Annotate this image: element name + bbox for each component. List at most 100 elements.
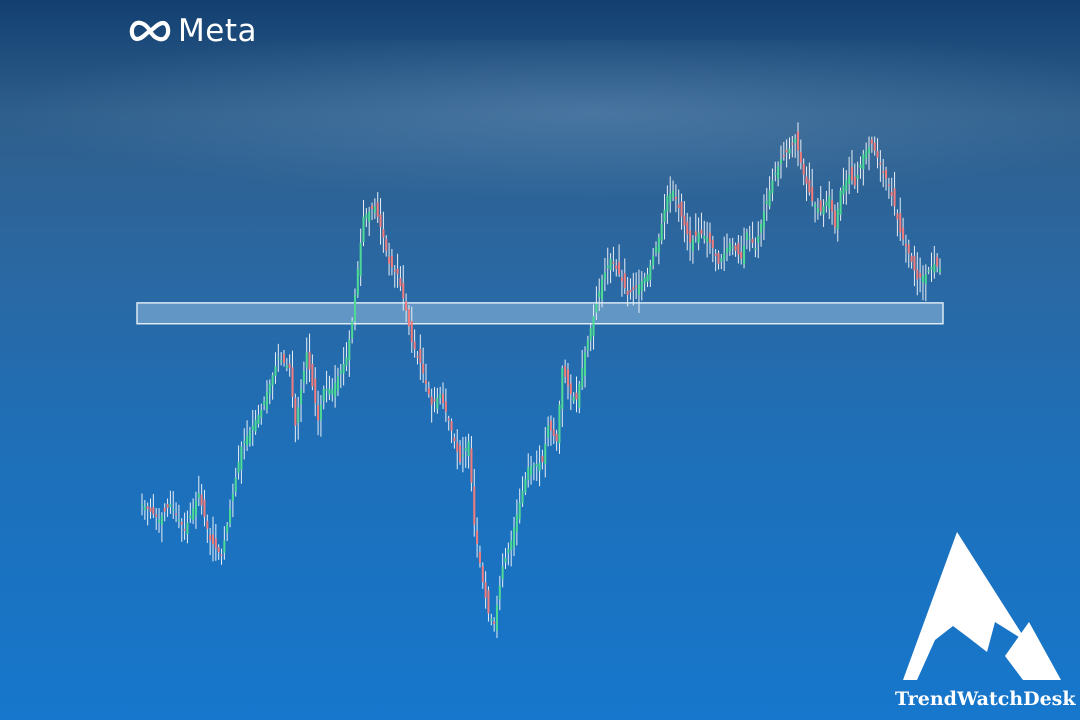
candle-body-up	[774, 173, 777, 175]
candle-body-up	[728, 242, 731, 252]
candle-275	[921, 265, 924, 301]
candle-body-down	[484, 582, 487, 598]
candle-43	[263, 396, 266, 411]
candle-body-down	[796, 131, 800, 151]
candle-167	[615, 259, 618, 277]
candle-body-up	[507, 549, 510, 554]
candle-1	[143, 500, 146, 520]
candle-body-down	[311, 363, 314, 387]
candle-body-up	[336, 376, 339, 391]
candle-31	[229, 499, 232, 528]
candle-79	[365, 208, 368, 228]
candle-body-down	[686, 221, 689, 235]
candle-196	[697, 217, 700, 251]
candle-body-down	[850, 166, 853, 181]
candle-body-down	[717, 253, 720, 264]
mountain-peak-icon	[903, 532, 1061, 680]
candle-body-down	[629, 289, 632, 293]
candle-39	[251, 409, 254, 446]
candle-258	[873, 136, 876, 156]
candle-body-down	[785, 149, 788, 153]
candle-body-down	[149, 507, 152, 512]
candle-body-down	[890, 191, 893, 196]
candle-body-up	[331, 389, 334, 395]
candle-74	[351, 317, 354, 344]
candle-body-down	[853, 176, 856, 186]
candle-body-down	[618, 261, 621, 275]
candle-body-up	[654, 246, 658, 253]
candle-254	[862, 149, 865, 186]
candle-186	[669, 176, 672, 213]
candle-body-down	[552, 429, 555, 436]
candle-body-up	[436, 397, 439, 409]
candle-body-down	[447, 418, 450, 421]
candle-194	[691, 235, 694, 264]
candle-body-down	[376, 202, 379, 217]
candle-65	[325, 370, 328, 403]
zone-layer	[136, 302, 944, 325]
candle-130	[510, 530, 513, 567]
candle-109	[450, 418, 453, 444]
candle-213	[745, 228, 748, 250]
candle-body-down	[416, 355, 419, 358]
candle-203	[717, 250, 720, 270]
candle-98	[419, 334, 422, 380]
candle-body-down	[393, 270, 396, 272]
candle-body-up	[938, 268, 942, 273]
candle-body-up	[524, 479, 527, 493]
candle-248	[845, 170, 848, 205]
candle-body-down	[802, 163, 805, 175]
candle-body-up	[339, 370, 342, 374]
candle-271	[910, 252, 913, 269]
candle-143	[547, 416, 550, 447]
candle-body-down	[899, 213, 902, 233]
candle-104	[436, 387, 439, 414]
candle-body-down	[282, 353, 286, 363]
candle-body-down	[175, 513, 178, 516]
candle-body-up	[836, 208, 839, 230]
candle-body-up	[490, 618, 493, 621]
candle-body-down	[902, 227, 905, 240]
candle-48	[277, 343, 280, 372]
candle-body-down	[214, 538, 217, 549]
candle-body-down	[459, 445, 462, 463]
candle-body-down	[541, 455, 544, 463]
candle-46	[271, 372, 274, 400]
candle-body-up	[589, 328, 592, 341]
candle-221	[768, 176, 771, 210]
candle-body-down	[217, 547, 220, 553]
candle-body-down	[913, 255, 916, 271]
candle-191	[683, 201, 686, 243]
candle-body-up	[268, 383, 271, 395]
candle-body-up	[598, 291, 601, 298]
candle-body-up	[359, 242, 362, 277]
candle-body-up	[274, 366, 277, 376]
candle-59	[308, 333, 311, 382]
candle-body-up	[828, 195, 831, 209]
candle-body-down	[453, 437, 456, 442]
candle-body-down	[450, 421, 453, 431]
candle-4	[152, 494, 155, 519]
candle-body-down	[493, 621, 496, 624]
candle-30	[226, 522, 229, 541]
candle-body-down	[444, 401, 447, 412]
candle-body-up	[186, 522, 189, 535]
candle-277	[927, 266, 930, 275]
candle-body-up	[561, 368, 564, 410]
candle-141	[541, 449, 544, 470]
candle-body-up	[322, 389, 325, 401]
candle-159	[592, 304, 595, 350]
candle-137	[530, 455, 533, 485]
candle-246	[839, 187, 842, 221]
candle-body-up	[731, 246, 734, 249]
candle-81	[371, 202, 374, 220]
candle-body-up	[240, 446, 243, 471]
candle-body-down	[203, 499, 206, 517]
candle-body-up	[924, 274, 927, 284]
candle-body-down	[708, 232, 711, 243]
candle-body-down	[791, 143, 794, 145]
candle-body-down	[388, 256, 391, 264]
candle-35	[240, 441, 243, 484]
candle-body-up	[265, 392, 268, 410]
candle-212	[743, 227, 746, 269]
